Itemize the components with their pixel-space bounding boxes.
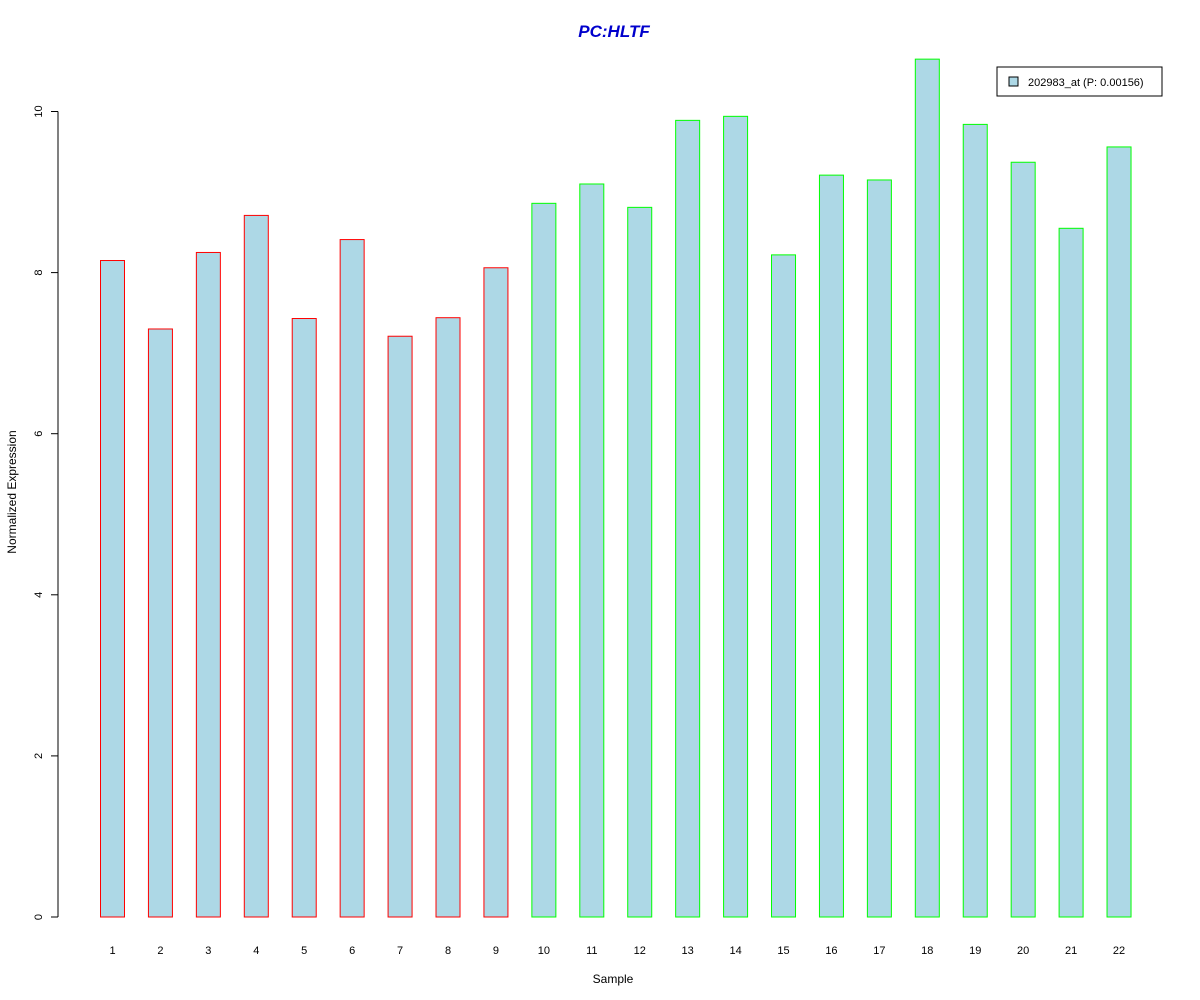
x-tick-label: 4 — [253, 945, 259, 957]
bar — [339, 239, 365, 918]
bar — [147, 328, 173, 918]
bar — [914, 58, 940, 918]
x-tick-label: 17 — [873, 945, 885, 957]
bar — [962, 123, 988, 918]
y-tick-label: 6 — [33, 431, 45, 437]
x-tick-label: 1 — [109, 945, 115, 957]
bar — [1058, 227, 1084, 918]
x-tick-label: 18 — [921, 945, 933, 957]
x-tick-label: 13 — [682, 945, 694, 957]
bar — [579, 183, 605, 918]
y-tick-label: 8 — [33, 270, 45, 276]
bar — [675, 119, 701, 918]
legend: 202983_at (P: 0.00156) — [996, 66, 1163, 97]
x-tick-label: 2 — [157, 945, 163, 957]
x-tick-label: 11 — [586, 945, 597, 957]
bar — [818, 174, 844, 918]
x-tick-label: 5 — [301, 945, 307, 957]
x-tick-label: 15 — [777, 945, 789, 957]
bar — [243, 214, 269, 918]
y-tick-label: 0 — [33, 914, 45, 920]
bar — [531, 202, 557, 918]
bar — [1010, 161, 1036, 918]
legend-box — [996, 66, 1163, 97]
x-tick-label: 12 — [634, 945, 646, 957]
y-axis: 0 2 4 6 8 10 — [33, 105, 59, 920]
x-tick-labels: 1 2 3 4 5 6 7 8 9 10 11 12 13 14 15 16 17 18 19 20 21 22 — [109, 945, 1125, 957]
bar — [723, 115, 749, 918]
x-tick-label: 22 — [1113, 945, 1125, 957]
y-tick-label: 4 — [33, 592, 45, 598]
bar — [627, 206, 653, 918]
x-tick-label: 8 — [445, 945, 451, 957]
x-tick-label: 14 — [729, 945, 741, 957]
bar — [195, 251, 221, 918]
x-tick-label: 16 — [825, 945, 837, 957]
x-tick-label: 20 — [1017, 945, 1029, 957]
bar — [387, 335, 413, 918]
chart-title: PC:HLTF — [578, 22, 650, 41]
bar — [866, 179, 892, 918]
y-tick-label: 2 — [33, 753, 45, 759]
bar — [483, 267, 509, 918]
x-tick-label: 19 — [969, 945, 981, 957]
x-tick-label: 6 — [349, 945, 355, 957]
x-tick-label: 9 — [493, 945, 499, 957]
legend-label: 202983_at (P: 0.00156) — [1028, 77, 1144, 89]
x-axis-label: Sample — [593, 972, 634, 986]
bars — [100, 58, 1132, 918]
bar — [100, 260, 125, 918]
bar — [1106, 146, 1132, 918]
bar — [771, 254, 797, 918]
x-tick-label: 3 — [205, 945, 211, 957]
x-tick-label: 7 — [397, 945, 403, 957]
y-tick-label: 10 — [33, 105, 45, 117]
x-tick-label: 10 — [538, 945, 550, 957]
y-axis-label: Normalized Expression — [5, 430, 19, 553]
legend-swatch — [1008, 76, 1019, 87]
bar — [435, 317, 461, 918]
bar — [291, 318, 317, 918]
x-tick-label: 21 — [1065, 945, 1077, 957]
